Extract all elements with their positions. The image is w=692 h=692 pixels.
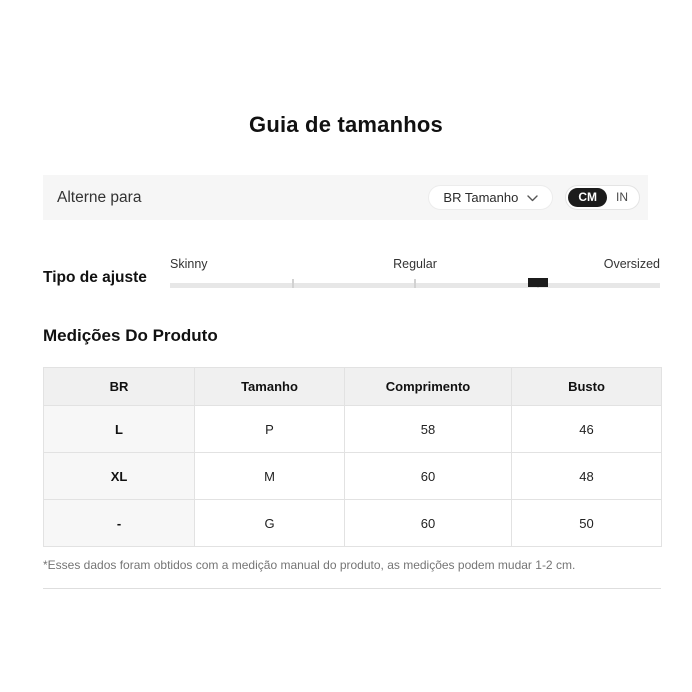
fit-scale-tick bbox=[291, 279, 294, 288]
measurements-table: BR Tamanho Comprimento Busto L P 58 46 X… bbox=[43, 367, 662, 547]
measurements-footnote: *Esses dados foram obtidos com a medição… bbox=[43, 558, 576, 572]
cell-bust: 46 bbox=[511, 405, 662, 453]
fit-scale-labels: Skinny Regular Oversized bbox=[170, 257, 660, 272]
cell-br-size: - bbox=[43, 499, 195, 547]
table-row: XL M 60 48 bbox=[43, 452, 662, 500]
fit-scale-label-skinny: Skinny bbox=[170, 257, 208, 271]
column-header-busto: Busto bbox=[511, 367, 662, 406]
size-standard-dropdown-value: BR Tamanho bbox=[443, 190, 519, 205]
cell-br-size: L bbox=[43, 405, 195, 453]
cell-bust: 48 bbox=[511, 452, 662, 500]
cell-length: 60 bbox=[344, 452, 512, 500]
fit-scale-label-oversized: Oversized bbox=[603, 257, 660, 271]
table-header-row: BR Tamanho Comprimento Busto bbox=[43, 367, 662, 406]
measurements-heading: Medições Do Produto bbox=[43, 326, 218, 345]
size-standard-dropdown[interactable]: BR Tamanho bbox=[428, 185, 554, 210]
cell-bust: 50 bbox=[511, 499, 662, 547]
bottom-divider bbox=[43, 588, 661, 589]
unit-toggle-bar: Alterne para BR Tamanho CM IN bbox=[43, 175, 648, 220]
chevron-down-icon bbox=[527, 194, 539, 202]
cell-length: 60 bbox=[344, 499, 512, 547]
fit-scale-track bbox=[170, 278, 660, 288]
fit-type-label: Tipo de ajuste bbox=[43, 269, 147, 286]
fit-scale-label-regular: Regular bbox=[393, 257, 437, 271]
table-row: L P 58 46 bbox=[43, 405, 662, 453]
cell-br-size: XL bbox=[43, 452, 195, 500]
column-header-tamanho: Tamanho bbox=[194, 367, 345, 406]
table-row: - G 60 50 bbox=[43, 499, 662, 547]
bar-controls: BR Tamanho CM IN bbox=[428, 185, 640, 210]
unit-toggle: CM IN bbox=[565, 185, 640, 210]
cell-size: P bbox=[194, 405, 345, 453]
column-header-br: BR bbox=[43, 367, 195, 406]
cell-size: M bbox=[194, 452, 345, 500]
cell-size: G bbox=[194, 499, 345, 547]
fit-marker bbox=[527, 278, 548, 287]
page-title: Guia de tamanhos bbox=[249, 112, 443, 137]
column-header-comprimento: Comprimento bbox=[344, 367, 512, 406]
fit-scale-tick bbox=[414, 279, 416, 288]
unit-option-in[interactable]: IN bbox=[616, 190, 628, 204]
cell-length: 58 bbox=[344, 405, 512, 453]
toggle-bar-label: Alterne para bbox=[57, 188, 142, 206]
unit-option-cm[interactable]: CM bbox=[568, 188, 607, 207]
